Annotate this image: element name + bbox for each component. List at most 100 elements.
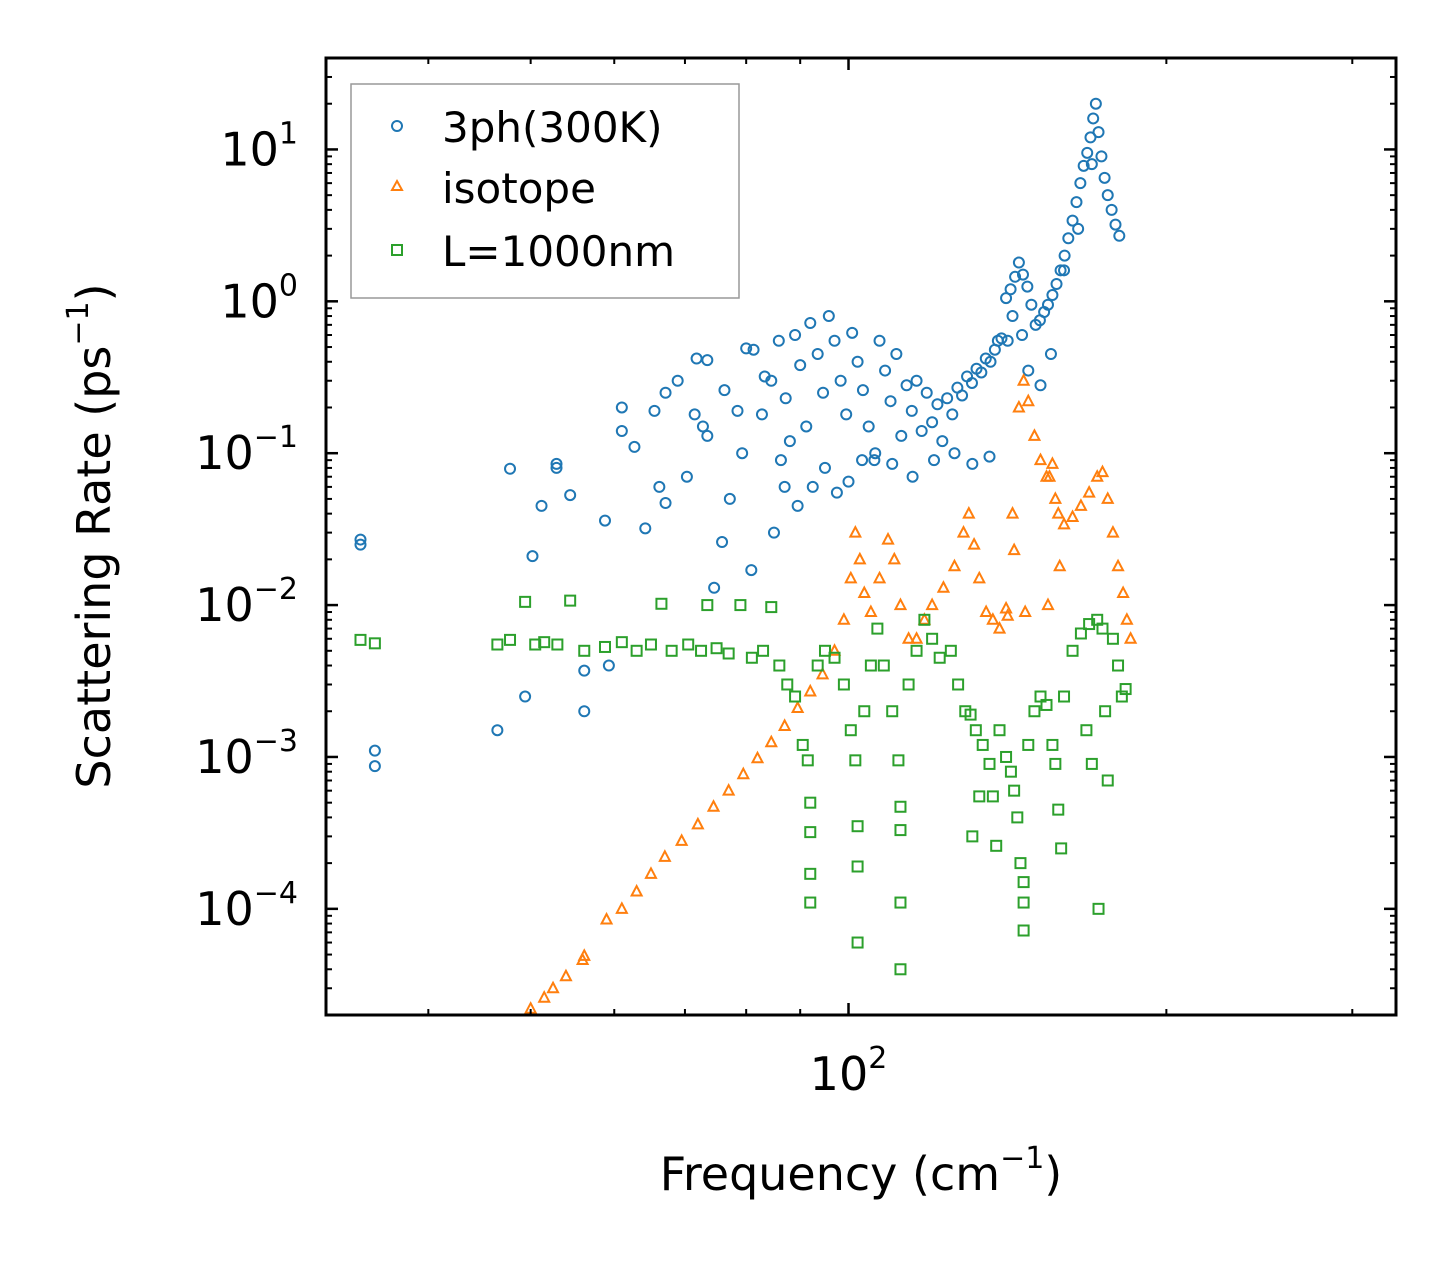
data-point-0-125: [842, 475, 855, 488]
data-point-0-112: [1092, 126, 1105, 139]
data-point-1-55: [1051, 505, 1065, 519]
data-point-0-59: [856, 384, 869, 397]
data-point-0-0: [354, 533, 367, 546]
data-point-1-43: [979, 604, 993, 618]
data-point-0-135: [1022, 364, 1035, 377]
data-point-1-24: [844, 570, 858, 584]
data-point-0-84: [984, 355, 997, 368]
data-point-0-98: [1041, 298, 1054, 311]
legend-marker-isotope: [390, 178, 404, 191]
data-point-0-13: [578, 705, 591, 718]
data-point-2-95: [1119, 683, 1132, 696]
data-point-2-67: [993, 724, 1006, 737]
data-point-1-3: [559, 968, 573, 982]
data-point-0-33: [718, 384, 731, 397]
data-point-1-70: [1018, 604, 1032, 618]
data-point-2-59: [952, 678, 965, 691]
data-point-2-30: [804, 796, 817, 809]
data-point-0-70: [915, 425, 928, 438]
data-point-0-6: [519, 690, 532, 703]
data-point-1-29: [872, 570, 887, 584]
data-point-2-6: [538, 636, 551, 649]
data-point-2-97: [1085, 757, 1098, 770]
legend-box: [350, 83, 740, 299]
data-point-0-93: [1021, 280, 1034, 293]
y-tick-label-1: 10−3: [195, 724, 298, 784]
data-point-0-105: [1070, 196, 1083, 209]
data-point-0-1: [354, 538, 367, 551]
data-point-0-75: [941, 392, 954, 405]
data-point-1-36: [925, 597, 939, 611]
data-point-2-92: [1106, 632, 1119, 645]
data-point-1-67: [1123, 631, 1138, 644]
data-point-0-19: [639, 522, 652, 535]
data-point-1-54: [1045, 456, 1060, 469]
data-point-2-90: [1099, 705, 1112, 718]
data-point-0-46: [783, 435, 796, 448]
data-point-2-94: [1115, 690, 1128, 703]
data-point-0-56: [840, 408, 853, 421]
data-point-1-52: [1033, 452, 1048, 466]
data-point-2-68: [1000, 750, 1013, 763]
data-point-0-123: [818, 461, 831, 474]
data-point-0-37: [740, 342, 753, 355]
data-point-1-2: [546, 980, 560, 994]
data-point-0-69: [910, 374, 923, 387]
data-point-1-64: [1111, 558, 1125, 572]
data-point-0-63: [879, 364, 892, 377]
data-point-2-93: [1112, 659, 1125, 672]
data-point-1-66: [1120, 612, 1134, 625]
data-point-2-37: [837, 678, 850, 691]
data-point-1-69: [1053, 558, 1067, 572]
data-point-0-120: [778, 480, 791, 493]
data-point-0-78: [956, 389, 969, 402]
data-point-0-94: [1025, 298, 1038, 311]
y-tick-label-2: 10−2: [195, 572, 298, 632]
data-point-0-121: [791, 499, 804, 512]
data-point-1-72: [1007, 542, 1021, 556]
data-point-2-44: [864, 659, 877, 672]
data-point-2-31: [804, 826, 817, 839]
data-point-0-131: [948, 447, 961, 460]
data-point-2-42: [851, 936, 864, 949]
data-point-0-12: [578, 664, 591, 677]
x-axis-label: Frequency (cm−1): [660, 1141, 1063, 1201]
data-point-1-42: [972, 570, 986, 584]
data-point-1-74: [1042, 469, 1057, 482]
data-point-2-58: [944, 644, 957, 657]
data-point-1-33: [901, 631, 916, 644]
data-point-0-102: [1058, 249, 1071, 262]
data-point-2-10: [598, 640, 611, 653]
data-point-2-86: [1074, 627, 1087, 640]
data-point-1-12: [691, 816, 705, 830]
data-point-0-73: [931, 398, 944, 411]
data-point-2-26: [781, 678, 794, 691]
data-point-2-47: [886, 705, 899, 718]
data-point-1-5: [575, 952, 590, 966]
data-point-2-54: [910, 644, 923, 657]
data-point-2-19: [710, 642, 723, 655]
data-point-0-113: [1095, 150, 1108, 163]
data-point-2-77: [1028, 705, 1041, 718]
data-point-0-122: [806, 480, 819, 493]
data-point-1-30: [881, 531, 895, 545]
data-point-1-50: [1021, 393, 1035, 407]
data-point-1-71: [999, 600, 1013, 614]
data-point-2-98: [1080, 724, 1093, 737]
data-point-0-64: [884, 395, 897, 408]
data-point-1-8: [629, 883, 644, 897]
data-point-0-11: [564, 489, 577, 502]
y-tick-label-3: 10−1: [195, 420, 298, 480]
data-point-2-17: [695, 644, 708, 657]
data-point-2-2: [491, 638, 504, 651]
data-point-0-115: [1101, 189, 1114, 202]
data-point-2-49: [894, 800, 907, 813]
data-point-0-76: [946, 408, 959, 421]
data-point-0-137: [1016, 329, 1029, 342]
data-point-0-130: [928, 454, 941, 467]
data-point-2-84: [1058, 690, 1071, 703]
data-point-2-33: [804, 896, 817, 909]
data-point-0-106: [1074, 177, 1087, 190]
data-point-0-65: [890, 347, 903, 360]
data-point-0-17: [615, 425, 628, 438]
